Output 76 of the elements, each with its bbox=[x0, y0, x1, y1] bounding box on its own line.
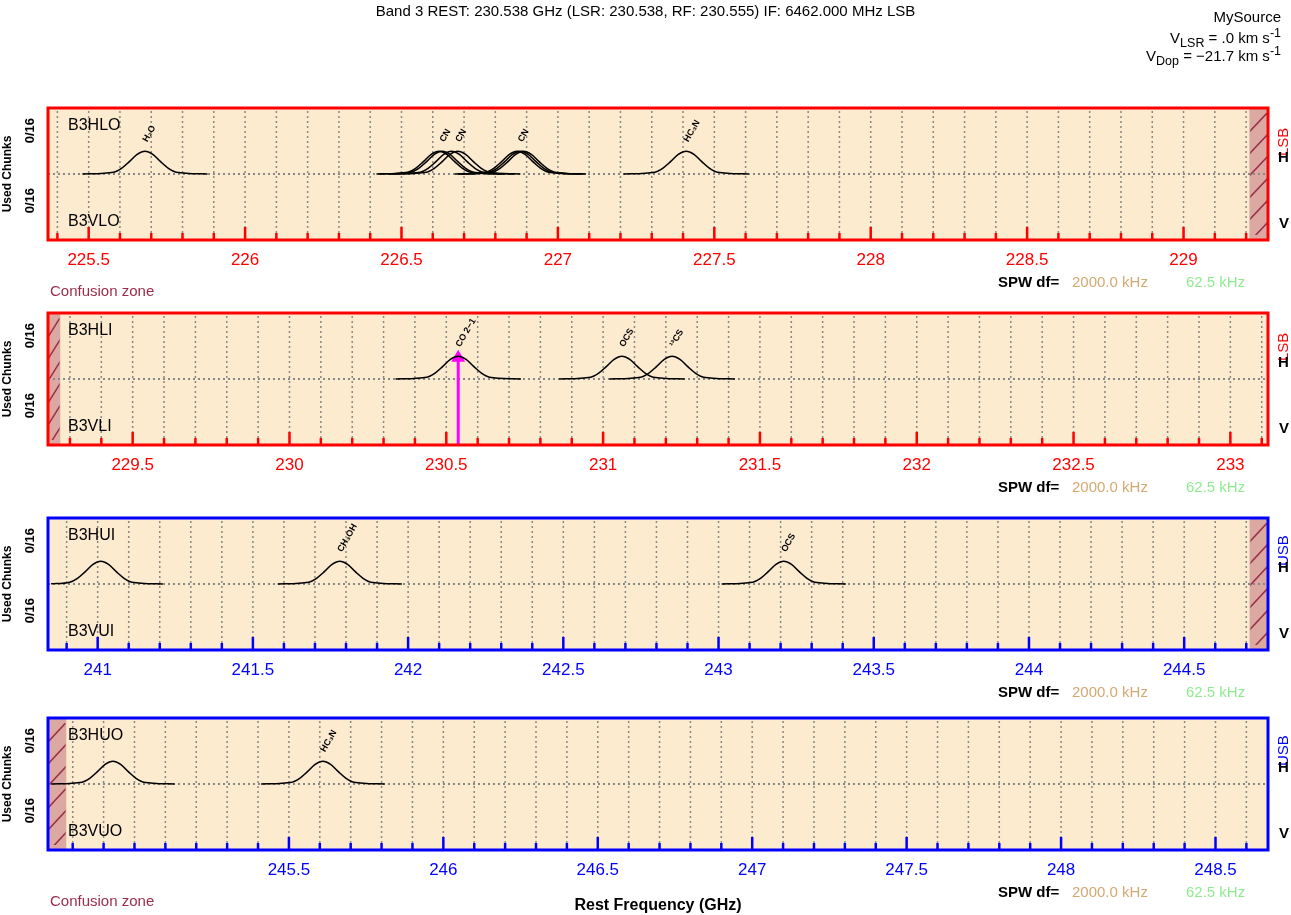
x-tick-label: 241.5 bbox=[231, 659, 275, 679]
x-tick-label: 231.5 bbox=[738, 454, 782, 474]
text: 62.5 kHz bbox=[1186, 478, 1246, 495]
text: Confusion zone bbox=[50, 892, 155, 909]
x-tick-label: 247.5 bbox=[885, 859, 928, 879]
annotation: CN bbox=[437, 127, 453, 144]
text: 2000.0 kHz bbox=[1072, 478, 1148, 495]
text: Confusion zone bbox=[50, 282, 155, 299]
text: B3HUO bbox=[68, 726, 124, 744]
text: SPW df= bbox=[998, 683, 1060, 700]
x-tick-label: 227.5 bbox=[693, 249, 736, 269]
x-tick-label: 247 bbox=[738, 859, 767, 879]
text: 0/16 bbox=[22, 188, 37, 214]
x-tick-label: 230 bbox=[275, 454, 304, 474]
x-tick-label: 232.5 bbox=[1052, 454, 1095, 474]
chart-title: Band 3 REST: 230.538 GHz (LSR: 230.538, RF: 230.555) IF: 6462.000 MHz LSB bbox=[375, 2, 916, 19]
text: B3VLI bbox=[68, 417, 112, 435]
x-tick-label: 248 bbox=[1046, 859, 1076, 879]
x-tick-label: 243.5 bbox=[852, 659, 896, 679]
text: 0/16 bbox=[22, 323, 37, 349]
text: 0/16 bbox=[22, 528, 37, 554]
x-tick-label: 230.5 bbox=[425, 454, 468, 474]
text: 62.5 kHz bbox=[1186, 883, 1246, 900]
y-axis-title: Used Chunks bbox=[0, 545, 14, 623]
x-tick-label: 228 bbox=[856, 249, 885, 269]
annotation: CN bbox=[515, 127, 531, 144]
x-tick-label: 226 bbox=[230, 249, 260, 269]
text: 0/16 bbox=[22, 798, 37, 824]
text: V bbox=[1279, 419, 1290, 436]
x-tick-label: 244 bbox=[1014, 659, 1044, 679]
x-tick-label: 246.5 bbox=[576, 859, 620, 879]
x-tick-label: 246 bbox=[429, 859, 458, 879]
y-axis-title: Used Chunks bbox=[0, 745, 14, 823]
text: B3HUI bbox=[68, 526, 116, 544]
x-tick-label: 225.5 bbox=[67, 249, 110, 269]
y-axis-title: Used Chunks bbox=[0, 135, 14, 213]
text: 62.5 kHz bbox=[1186, 273, 1246, 290]
x-tick-label: 229.5 bbox=[111, 454, 154, 474]
text: 62.5 kHz bbox=[1186, 683, 1246, 700]
x-tick-label: 243 bbox=[704, 659, 733, 679]
text: 2000.0 kHz bbox=[1072, 683, 1148, 700]
text: MySource bbox=[1213, 8, 1281, 25]
text: 0/16 bbox=[22, 393, 37, 419]
text: V bbox=[1279, 624, 1290, 641]
x-tick-label: 231 bbox=[588, 454, 618, 474]
text: 2000.0 kHz bbox=[1072, 883, 1148, 900]
x-tick-label: 228.5 bbox=[1005, 249, 1049, 269]
x-tick-label: 245.5 bbox=[267, 859, 311, 879]
text: 2000.0 kHz bbox=[1072, 273, 1148, 290]
x-tick-label: 229 bbox=[1169, 249, 1198, 269]
annotation: CO 2−1 bbox=[453, 316, 478, 349]
x-tick-label: 241 bbox=[83, 659, 112, 679]
text: SPW df= bbox=[998, 273, 1060, 290]
x-tick-label: 244.5 bbox=[1162, 659, 1206, 679]
text: B3VUO bbox=[68, 822, 123, 840]
x-tick-label: 248.5 bbox=[1194, 859, 1237, 879]
text: B3HLI bbox=[68, 321, 113, 339]
x-axis-title: Rest Frequency (GHz) bbox=[574, 895, 742, 913]
x-tick-label: 242.5 bbox=[542, 659, 585, 679]
text: 0/16 bbox=[22, 728, 37, 754]
x-tick-label: 227 bbox=[543, 249, 573, 269]
text: B3VUI bbox=[68, 622, 115, 640]
text: 0/16 bbox=[22, 598, 37, 624]
text: B3VLO bbox=[68, 212, 120, 230]
text: V bbox=[1279, 824, 1290, 841]
annotation: CN bbox=[453, 127, 469, 144]
text: V bbox=[1279, 214, 1290, 231]
x-tick-label: 233 bbox=[1216, 454, 1245, 474]
text: B3HLO bbox=[68, 116, 121, 134]
text: SPW df= bbox=[998, 478, 1060, 495]
y-axis-title: Used Chunks bbox=[0, 340, 14, 418]
x-tick-label: 242 bbox=[393, 659, 423, 679]
x-tick-label: 232 bbox=[902, 454, 931, 474]
text: SPW df= bbox=[998, 883, 1060, 900]
x-tick-label: 226.5 bbox=[380, 249, 423, 269]
text: 0/16 bbox=[22, 118, 37, 144]
